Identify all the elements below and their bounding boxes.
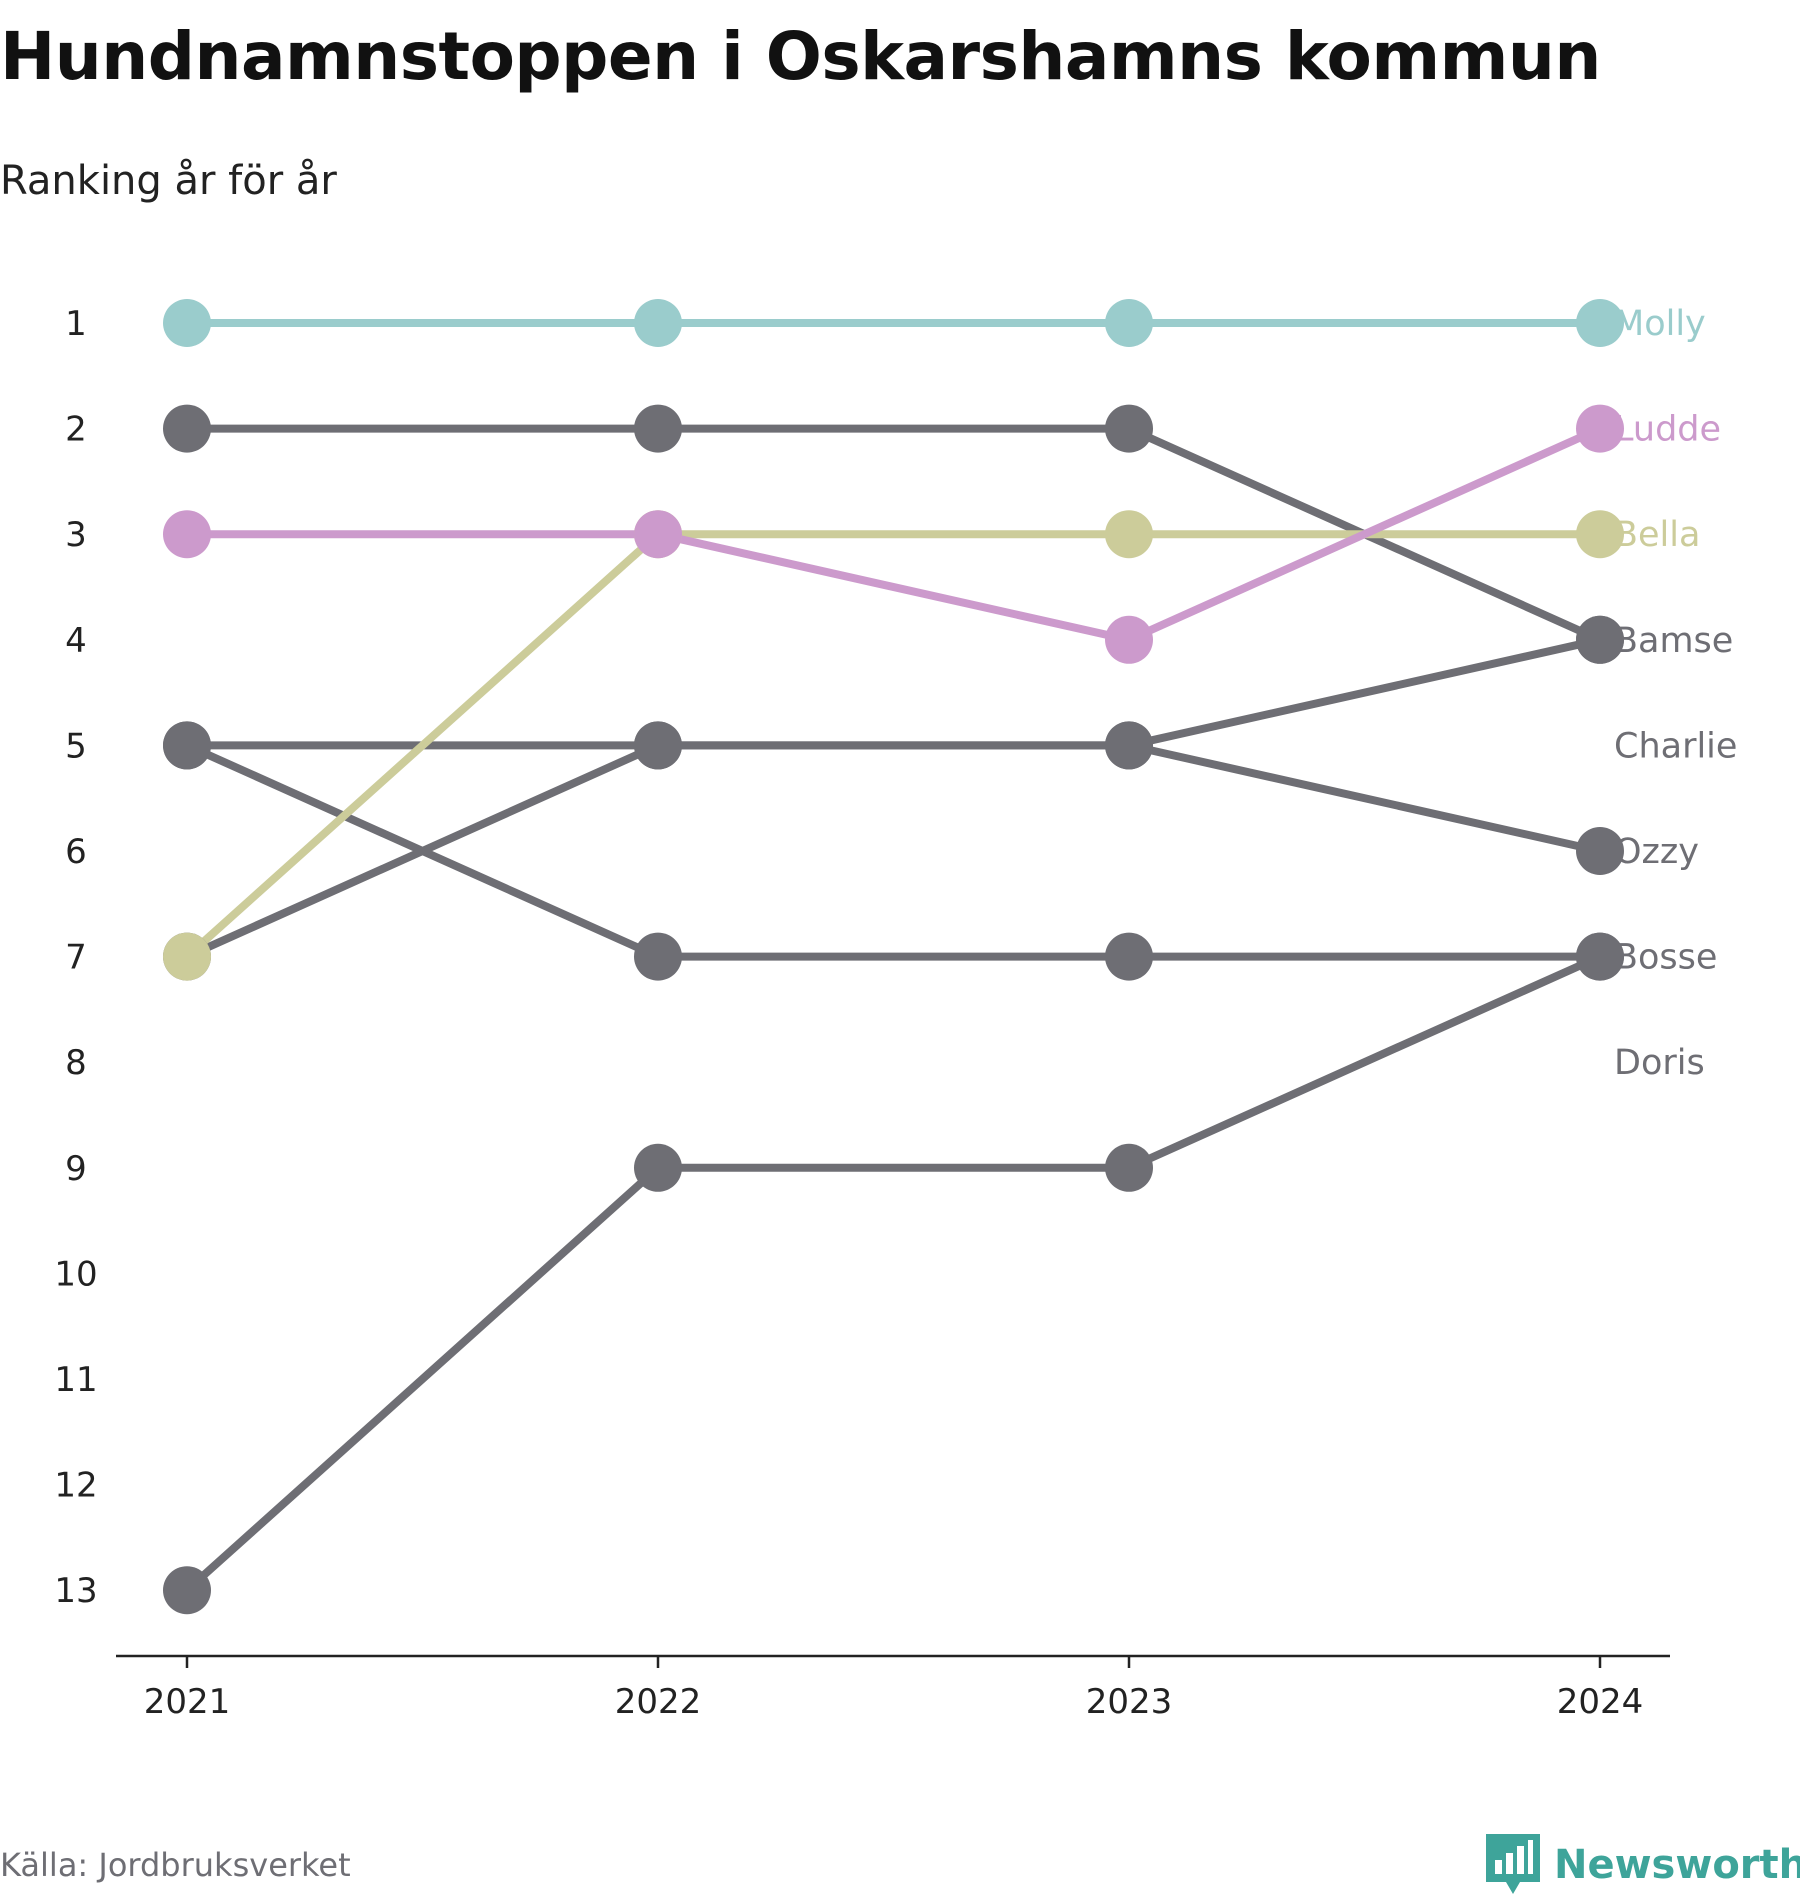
series-point [1105, 404, 1153, 453]
series-point [1105, 510, 1153, 559]
series-point [1105, 932, 1153, 981]
series-points [163, 299, 1624, 1615]
bar-chart-speech-bubble-icon [1486, 1834, 1540, 1894]
y-tick-label: 6 [65, 832, 87, 872]
chart-subtitle: Ranking år för år [0, 158, 337, 204]
series-point [163, 510, 211, 559]
series-point [163, 932, 211, 981]
x-tick-label: 2024 [1557, 1682, 1644, 1722]
source-note: Källa: Jordbruksverket [0, 1846, 351, 1884]
y-tick-label: 7 [65, 938, 87, 978]
y-tick-label: 8 [65, 1043, 87, 1083]
y-tick-label: 11 [54, 1360, 97, 1400]
y-tick-label: 10 [54, 1254, 97, 1294]
y-tick-label: 9 [65, 1149, 87, 1189]
series-point [163, 299, 211, 347]
series-label: Bamse [1614, 621, 1733, 661]
brand-logo[interactable]: Newsworthy [1486, 1834, 1800, 1896]
series-point [1576, 404, 1624, 453]
brand-name: Newsworthy [1554, 1842, 1800, 1888]
y-tick-label: 5 [65, 726, 87, 766]
y-tick-label: 4 [65, 621, 87, 661]
series-point [1105, 615, 1153, 664]
series-label: Doris [1614, 1043, 1705, 1083]
series-line [185, 741, 1600, 961]
series-point [634, 404, 682, 453]
series-label: Charlie [1614, 726, 1737, 766]
series-point [163, 721, 211, 770]
y-tick-label: 12 [54, 1466, 97, 1506]
series-label: Ludde [1614, 410, 1721, 450]
series-point [634, 299, 682, 347]
series-lines [184, 319, 1602, 1594]
series-point [634, 932, 682, 981]
x-tick-label: 2021 [144, 1682, 231, 1722]
series-line [187, 424, 1602, 644]
series-point [634, 510, 682, 559]
y-tick-label: 1 [65, 304, 87, 344]
series-point [1576, 299, 1624, 347]
series-point [1576, 827, 1624, 875]
series-line [185, 635, 1601, 961]
series-point [1105, 1143, 1153, 1192]
series-label: Bosse [1614, 938, 1717, 978]
series-point [163, 404, 211, 453]
y-tick-label: 13 [54, 1571, 97, 1611]
chart-title: Hundnamnstoppen i Oskarshamns kommun [0, 18, 1601, 95]
series-labels: Molly Ludde Bella Bamse Charlie Ozzy Bosse Dori… [1614, 304, 1737, 1083]
series-point [1105, 299, 1153, 347]
y-tick-label: 3 [65, 515, 87, 555]
x-tick-label: 2022 [615, 1682, 702, 1722]
x-axis: 2021 2022 2023 2024 [116, 1654, 1670, 1722]
series-line [184, 952, 1602, 1594]
x-tick-label: 2023 [1086, 1682, 1173, 1722]
series-label: Molly [1614, 304, 1706, 344]
series-point [1576, 510, 1624, 559]
series-label: Bella [1614, 515, 1700, 555]
series-point [1576, 615, 1624, 664]
series-point [163, 1566, 211, 1615]
series-label: Ozzy [1614, 832, 1699, 872]
y-tick-label: 2 [65, 410, 87, 450]
series-point [1576, 932, 1624, 981]
series-point [1105, 721, 1153, 770]
series-point [634, 1143, 682, 1192]
series-point [634, 721, 682, 770]
